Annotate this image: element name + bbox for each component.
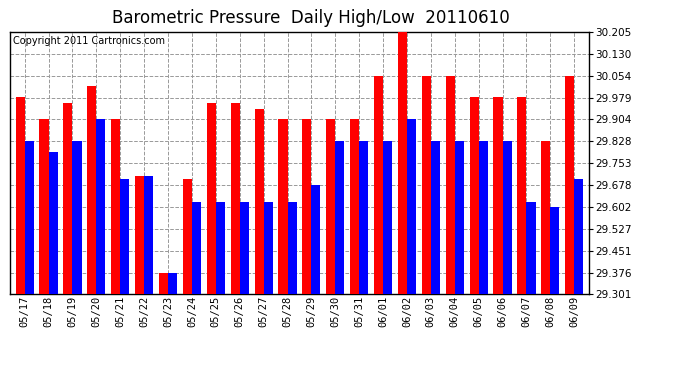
Bar <box>374 76 383 294</box>
Bar <box>551 207 560 294</box>
Bar <box>63 103 72 294</box>
Bar <box>422 76 431 294</box>
Bar <box>120 178 129 294</box>
Bar <box>398 32 407 294</box>
Bar <box>88 86 97 294</box>
Bar <box>39 119 48 294</box>
Bar <box>207 103 216 294</box>
Bar <box>144 176 153 294</box>
Bar <box>48 152 58 294</box>
Bar <box>279 119 288 294</box>
Bar <box>493 98 502 294</box>
Bar <box>407 119 416 294</box>
Bar <box>264 202 273 294</box>
Bar <box>359 141 368 294</box>
Bar <box>565 76 574 294</box>
Bar <box>541 141 551 294</box>
Bar <box>239 202 249 294</box>
Bar <box>168 273 177 294</box>
Bar <box>383 141 392 294</box>
Bar <box>311 185 320 294</box>
Text: Copyright 2011 Cartronics.com: Copyright 2011 Cartronics.com <box>13 36 165 46</box>
Bar <box>288 202 297 294</box>
Bar <box>502 141 511 294</box>
Bar <box>350 119 359 294</box>
Bar <box>111 119 120 294</box>
Bar <box>183 178 192 294</box>
Bar <box>25 141 34 294</box>
Bar <box>302 119 311 294</box>
Bar <box>16 98 25 294</box>
Bar <box>335 141 344 294</box>
Text: Barometric Pressure  Daily High/Low  20110610: Barometric Pressure Daily High/Low 20110… <box>112 9 509 27</box>
Bar <box>135 176 144 294</box>
Bar <box>97 119 106 294</box>
Bar <box>255 109 264 294</box>
Bar <box>526 202 535 294</box>
Bar <box>192 202 201 294</box>
Bar <box>216 202 225 294</box>
Bar <box>470 98 479 294</box>
Bar <box>159 273 168 294</box>
Bar <box>455 141 464 294</box>
Bar <box>326 119 335 294</box>
Bar <box>479 141 488 294</box>
Bar <box>230 103 239 294</box>
Bar <box>574 178 583 294</box>
Bar <box>446 76 455 294</box>
Bar <box>72 141 81 294</box>
Bar <box>431 141 440 294</box>
Bar <box>518 98 526 294</box>
